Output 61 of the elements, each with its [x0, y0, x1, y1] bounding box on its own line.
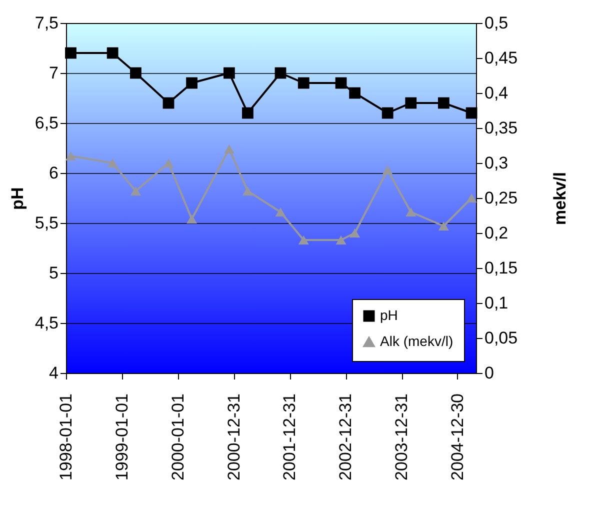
y2-axis-title: mekv/l [550, 172, 570, 225]
y-tick-label: 6,5 [34, 114, 58, 132]
point [406, 207, 416, 217]
x-tick-label: 2002-12-31 [336, 394, 356, 480]
point [130, 186, 141, 196]
y-tick-label: 7 [49, 64, 58, 82]
point [186, 214, 198, 224]
point [335, 77, 347, 89]
y2-tick-label: 0 [484, 364, 494, 382]
point [298, 235, 309, 245]
y2-tick-label: 0,3 [484, 154, 508, 172]
x-tick-label: 1998-01-01 [56, 394, 76, 480]
point [162, 97, 174, 109]
point [242, 186, 253, 196]
point [223, 67, 235, 79]
point [130, 67, 142, 79]
point [438, 97, 450, 109]
x-tick-label: 2001-12-31 [280, 394, 300, 480]
point [350, 228, 360, 238]
point [336, 235, 346, 245]
y2-tick-label: 0,45 [484, 48, 518, 68]
point [163, 158, 174, 168]
y-tick-label: 7,5 [34, 14, 58, 32]
x-tick-label: 2000-01-01 [168, 394, 188, 480]
y-tick-label: 4 [49, 364, 58, 382]
point [224, 144, 234, 154]
legend-label: Alk (mekv/l) [380, 333, 454, 349]
point [466, 107, 478, 119]
y2-tick-label: 0,05 [484, 328, 518, 348]
point [349, 87, 361, 99]
x-tick-label: 2003-12-31 [392, 394, 412, 480]
point [186, 77, 198, 89]
x-tick-label: 1999-01-01 [112, 394, 132, 480]
point [298, 77, 310, 89]
point [405, 97, 417, 109]
point [107, 158, 118, 168]
point [274, 67, 286, 79]
y2-tick-label: 0,2 [484, 224, 508, 242]
y2-tick-label: 0,4 [484, 84, 508, 102]
y2-tick-label: 0,15 [484, 258, 518, 278]
point [106, 47, 118, 59]
y-tick-label: 4,5 [34, 314, 58, 332]
point [275, 207, 286, 217]
y2-tick-label: 0,25 [484, 188, 518, 208]
point [438, 221, 449, 231]
point [242, 107, 254, 119]
y-tick-label: 6 [49, 164, 58, 182]
x-tick-label: 2004-12-30 [448, 394, 467, 480]
point [65, 47, 76, 59]
y2-tick-label: 0,1 [484, 294, 508, 312]
point [66, 151, 76, 161]
y2-tick-label: 0,5 [484, 14, 508, 32]
y2-tick-label: 0,35 [484, 118, 518, 138]
y-tick-label: 5 [49, 264, 58, 282]
point [382, 107, 394, 119]
point [466, 193, 477, 203]
y-axis-title: pH [8, 187, 27, 210]
legend-label: pH [380, 307, 398, 323]
x-tick-label: 2000-12-31 [224, 394, 244, 480]
point [382, 165, 393, 175]
y-tick-label: 5,5 [34, 214, 58, 232]
